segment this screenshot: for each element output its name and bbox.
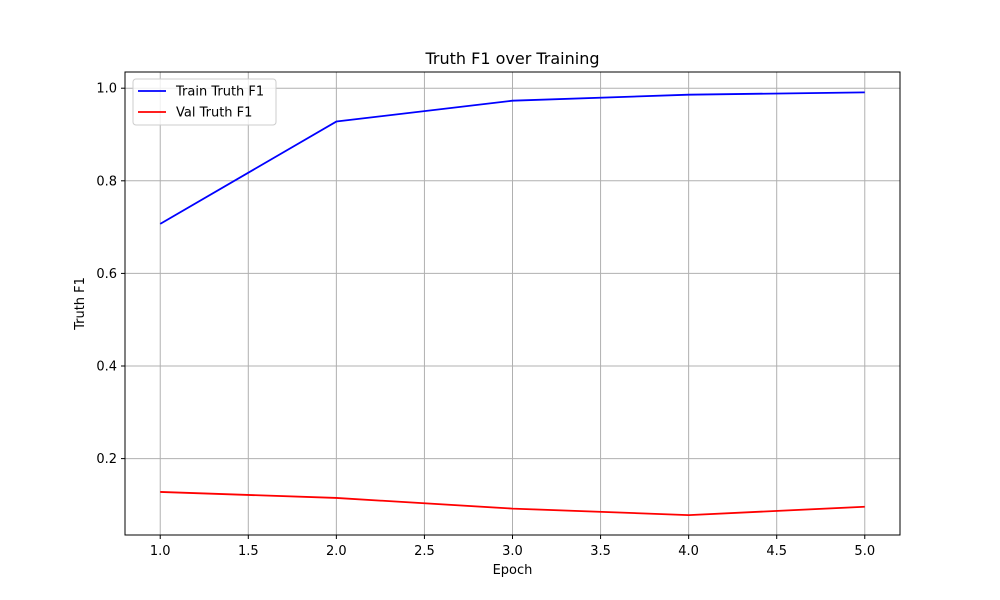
x-tick-label: 3.0 — [502, 544, 523, 559]
y-tick-label: 1.0 — [96, 82, 117, 97]
x-tick-label: 3.5 — [590, 544, 611, 559]
x-tick-label: 2.0 — [326, 544, 347, 559]
legend-label: Val Truth F1 — [176, 106, 252, 121]
x-tick-label: 1.5 — [238, 544, 259, 559]
x-tick-label: 5.0 — [854, 544, 875, 559]
x-tick-label: 4.5 — [766, 544, 787, 559]
y-tick-label: 0.4 — [96, 360, 117, 375]
series-lines — [159, 91, 865, 516]
y-tick-label: 0.2 — [96, 452, 117, 467]
x-tick-label: 2.5 — [414, 544, 435, 559]
x-tick-label: 4.0 — [678, 544, 699, 559]
y-tick-label: 0.8 — [96, 174, 117, 189]
legend-box — [132, 78, 277, 126]
chart-title: Truth F1 over Training — [424, 49, 599, 68]
x-axis-label: Epoch — [493, 563, 533, 578]
axis-ticks: 1.0 1.5 2.0 2.5 3.0 3.5 4.0 4.5 5.0 0.2 0.4 0.6 0.8 1… — [96, 82, 875, 559]
legend: Train Truth F1 Val Truth F1 — [132, 78, 277, 126]
y-axis-label: Truth F1 — [73, 277, 88, 331]
legend-label: Train Truth F1 — [175, 85, 264, 100]
y-tick-label: 0.6 — [96, 267, 117, 282]
x-tick-label: 1.0 — [150, 544, 171, 559]
grid-lines — [125, 72, 900, 535]
